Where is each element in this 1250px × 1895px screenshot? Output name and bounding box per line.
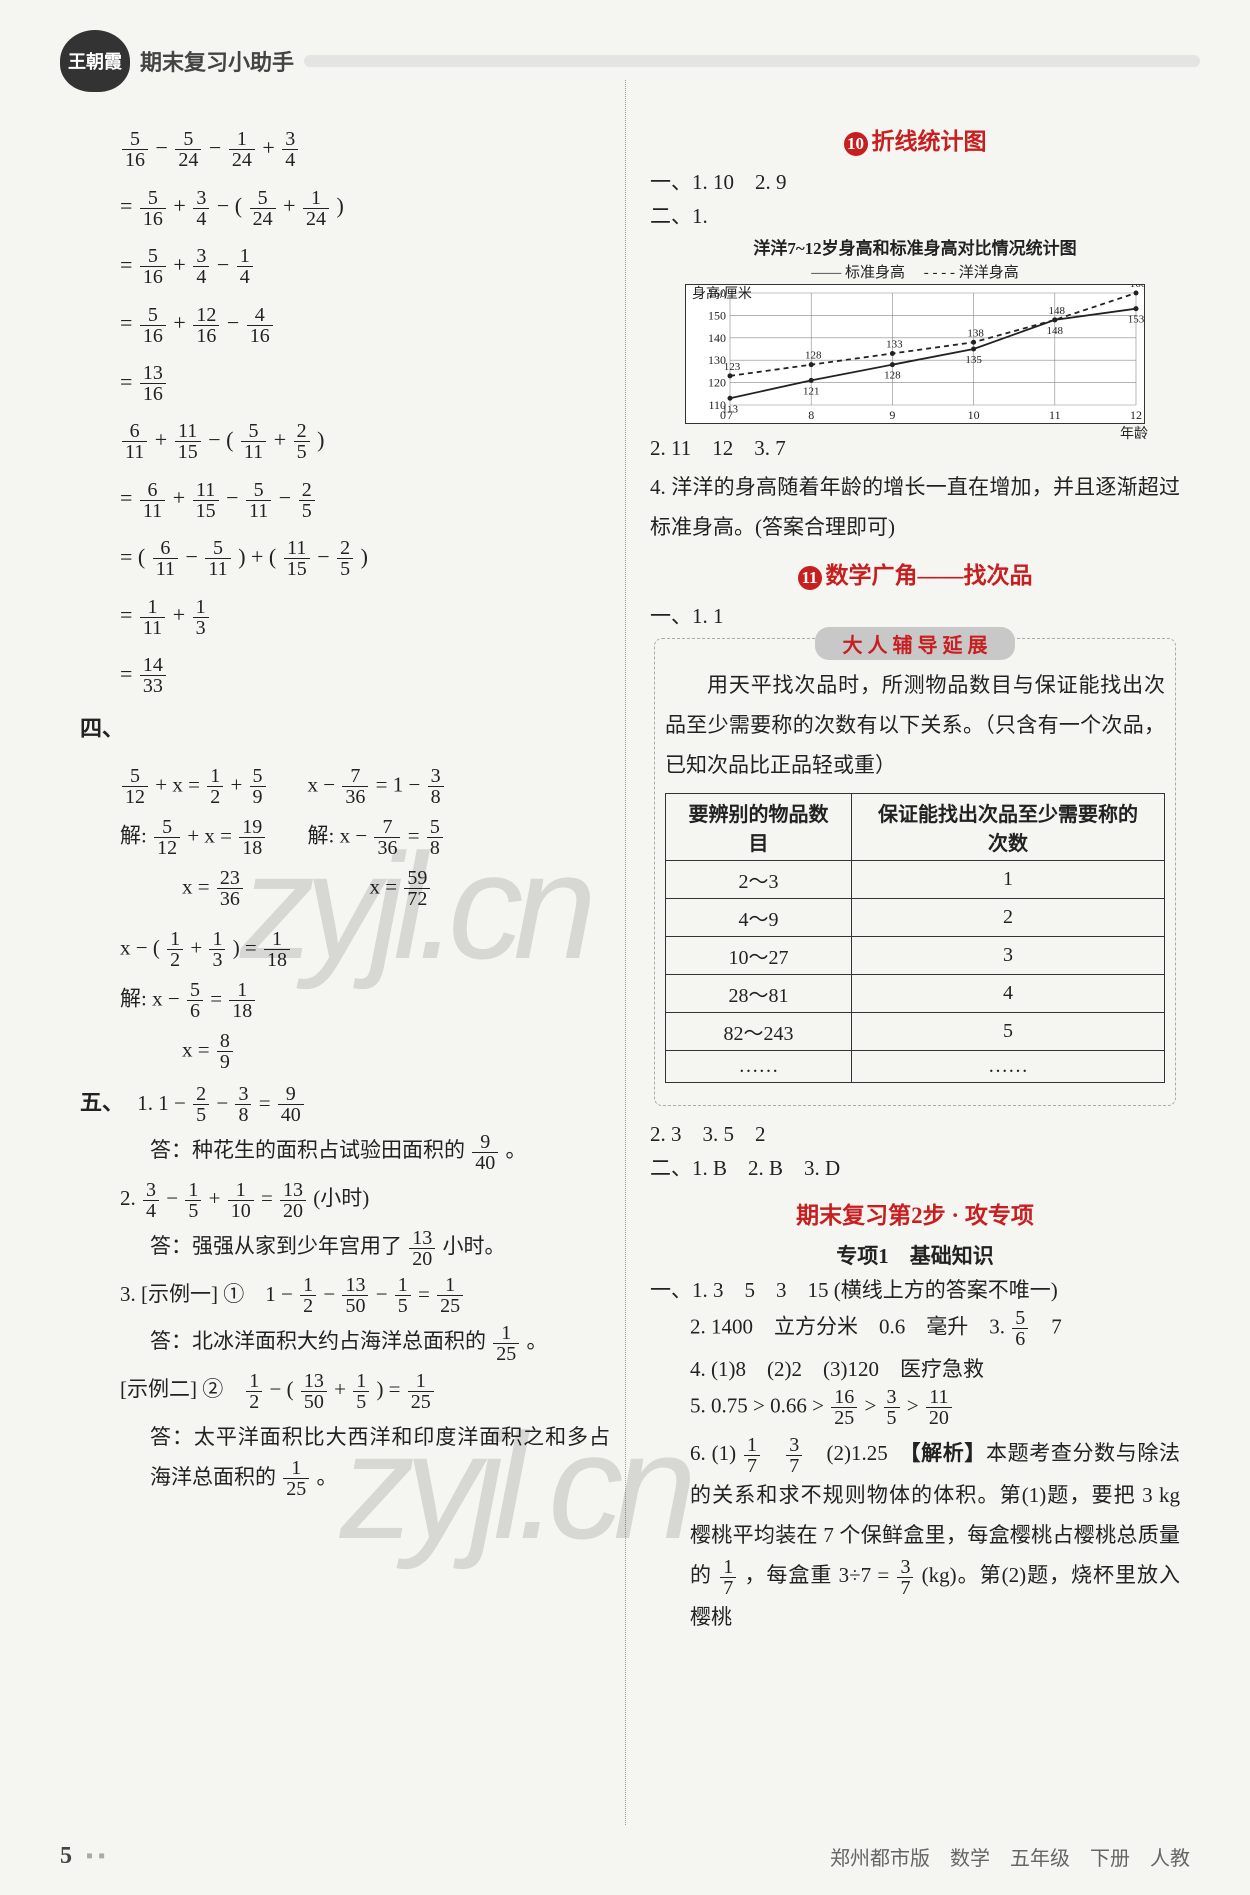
table-row: 4～92	[666, 899, 1165, 937]
ans-10-1: 一、1. 10 2. 9	[650, 166, 1180, 196]
table-cell: 10～27	[666, 937, 852, 975]
table-row: 10～273	[666, 937, 1165, 975]
math-block-2: 611 + 1115 − ( 511 + 25 ) = 611 + 1115 −…	[120, 416, 610, 698]
yanzhan-title: 大 人 辅 导 延 展	[815, 627, 1015, 660]
step2-l2: 2. 1400 立方分米 0.6 毫升 3. 56 7	[650, 1308, 1180, 1349]
label-five: 五、	[80, 1082, 124, 1124]
table-cell: 2～3	[666, 861, 852, 899]
table-row: 82～2435	[666, 1013, 1165, 1051]
table-cell: 2	[851, 899, 1164, 937]
left-column: 516 − 524 − 124 + 34 = 516 + 34 − ( 524 …	[60, 104, 630, 1844]
footer-text: 郑州都市版 数学 五年级 下册 人教	[830, 1842, 1190, 1871]
yanzhan-table: 要辨别的物品数目 保证能找出次品至少需要称的次数 2～314～9210～2732…	[665, 793, 1165, 1083]
svg-text:12: 12	[1130, 408, 1142, 422]
footer-dots	[86, 1845, 105, 1868]
section-five: 五、 1. 1 − 25 − 38 = 940	[80, 1082, 610, 1126]
table-cell: ……	[851, 1051, 1164, 1083]
svg-text:113: 113	[722, 403, 739, 415]
ans-11-1: 一、1. 1	[650, 600, 1180, 630]
svg-text:148: 148	[1049, 305, 1066, 317]
five-3b-ans: 答：太平洋面积比大西洋和印度洋面积之和多占海洋总面积的 125 。	[80, 1418, 610, 1500]
table-cell: 3	[851, 937, 1164, 975]
four-equation-3: x − ( 12 + 13 ) = 118 解: x − 56 = 118 x …	[120, 929, 610, 1072]
svg-text:11: 11	[1049, 408, 1061, 422]
sec11-title: 11数学广角——找次品	[650, 556, 1180, 590]
table-cell: 1	[851, 861, 1164, 899]
sec11-title-text: 数学广角——找次品	[826, 563, 1033, 588]
svg-text:138: 138	[967, 327, 984, 339]
svg-text:135: 135	[965, 354, 982, 366]
svg-text:160: 160	[1130, 285, 1144, 290]
table-cell: 5	[851, 1013, 1164, 1051]
table-header: 保证能找出次品至少需要称的次数	[851, 794, 1164, 861]
chart-svg: 1101201301401501607891011120113121128135…	[686, 285, 1144, 423]
y-axis-label: 身高/厘米	[692, 283, 752, 303]
svg-text:133: 133	[886, 338, 903, 350]
yanzhan-box: 大 人 辅 导 延 展 用天平找次品时，所测物品数目与保证能找出次品至少需要称的…	[654, 638, 1176, 1107]
step2-l3: 4. (1)8 (2)2 (3)120 医疗急救	[650, 1353, 1180, 1383]
ans-10-4: 4. 洋洋的身高随着年龄的增长一直在增加，并且逐渐超过标准身高。(答案合理即可)	[650, 468, 1180, 548]
svg-text:10: 10	[968, 408, 980, 422]
step2-6: 6. (1) 17 37 (2)1.25 【解析】本题考查分数与除法的关系和求不…	[650, 1434, 1180, 1637]
x-axis-label: 年龄	[1120, 423, 1148, 443]
header-line	[304, 55, 1200, 67]
header-badge: 王朝霞	[60, 30, 130, 92]
five-1-ans: 答：种花生的面积占试验田面积的 940 。	[80, 1131, 610, 1173]
header-title: 期末复习小助手	[140, 45, 294, 77]
table-cell: 28～81	[666, 975, 852, 1013]
yanzhan-text: 用天平找次品时，所测物品数目与保证能找出次品至少需要称的次数有以下关系。（只含有…	[665, 666, 1165, 786]
five-3b: [示例二] ② 12 − ( 1350 + 15 ) = 125	[80, 1370, 610, 1412]
step2-title: 期末复习第2步 · 攻专项	[650, 1196, 1180, 1230]
section-four: 四、	[80, 708, 610, 750]
table-cell: ……	[666, 1051, 852, 1083]
chart: 洋洋7~12岁身高和标准身高对比情况统计图 —— 标准身高 - - - - 洋洋…	[685, 234, 1145, 424]
num-11-icon: 11	[798, 566, 822, 590]
svg-text:148: 148	[1047, 325, 1064, 337]
sec10-title: 10折线统计图	[650, 122, 1180, 156]
chart-box: 身高/厘米 1101201301401501607891011120113121…	[685, 284, 1145, 424]
table-row: …………	[666, 1051, 1165, 1083]
svg-text:140: 140	[708, 331, 726, 345]
table-cell: 4	[851, 975, 1164, 1013]
four-equations-row1: 512 + x = 12 + 59 解: 512 + x = 1918 x = …	[120, 756, 610, 919]
table-cell: 82～243	[666, 1013, 852, 1051]
svg-text:123: 123	[724, 361, 741, 373]
step2-sub: 专项1 基础知识	[650, 1240, 1180, 1270]
five-3a: 3. [示例一] ① 1 − 12 − 1350 − 15 = 125	[80, 1275, 610, 1317]
badge-text: 王朝霞	[68, 48, 122, 74]
chart-title: 洋洋7~12岁身高和标准身高对比情况统计图	[685, 234, 1145, 259]
svg-text:9: 9	[889, 408, 895, 422]
table-row: 2～31	[666, 861, 1165, 899]
page-header: 王朝霞 期末复习小助手	[60, 30, 1200, 92]
svg-text:8: 8	[808, 408, 814, 422]
num-10-icon: 10	[844, 132, 868, 156]
svg-text:128: 128	[884, 370, 901, 382]
table-row: 28～814	[666, 975, 1165, 1013]
footer: 5 郑州都市版 数学 五年级 下册 人教	[60, 1842, 1190, 1871]
five-2-ans: 答：强强从家到少年宫用了 1320 小时。	[80, 1227, 610, 1269]
ans-10-2: 2. 11 12 3. 7	[650, 432, 1180, 462]
five-2: 2. 34 − 15 + 110 = 1320 (小时)	[80, 1179, 610, 1221]
svg-text:120: 120	[708, 376, 726, 390]
svg-text:153: 153	[1128, 314, 1144, 326]
ans-11-two: 二、1. B 2. B 3. D	[650, 1152, 1180, 1182]
ans-10-2-label: 二、1.	[650, 200, 1180, 230]
sec10-title-text: 折线统计图	[872, 129, 987, 154]
label-four: 四、	[80, 708, 124, 750]
svg-text:128: 128	[805, 350, 822, 362]
svg-text:121: 121	[803, 385, 820, 397]
chart-legend: —— 标准身高 - - - - 洋洋身高	[685, 261, 1145, 282]
five-3a-ans: 答：北冰洋面积大约占海洋总面积的 125 。	[80, 1322, 610, 1364]
page-number: 5	[60, 1843, 72, 1870]
right-column: 10折线统计图 一、1. 10 2. 9 二、1. 洋洋7~12岁身高和标准身高…	[630, 104, 1200, 1844]
math-block-1: 516 − 524 − 124 + 34 = 516 + 34 − ( 524 …	[120, 124, 610, 406]
step2-l4: 5. 0.75 > 0.66 > 1625 > 35 > 1120	[650, 1387, 1180, 1428]
table-header: 要辨别的物品数目	[666, 794, 852, 861]
svg-text:150: 150	[708, 308, 726, 322]
step2-l1: 一、1. 3 5 3 15 (横线上方的答案不唯一)	[650, 1274, 1180, 1304]
ans-11-rest: 2. 3 3. 5 2	[650, 1118, 1180, 1148]
table-cell: 4～9	[666, 899, 852, 937]
